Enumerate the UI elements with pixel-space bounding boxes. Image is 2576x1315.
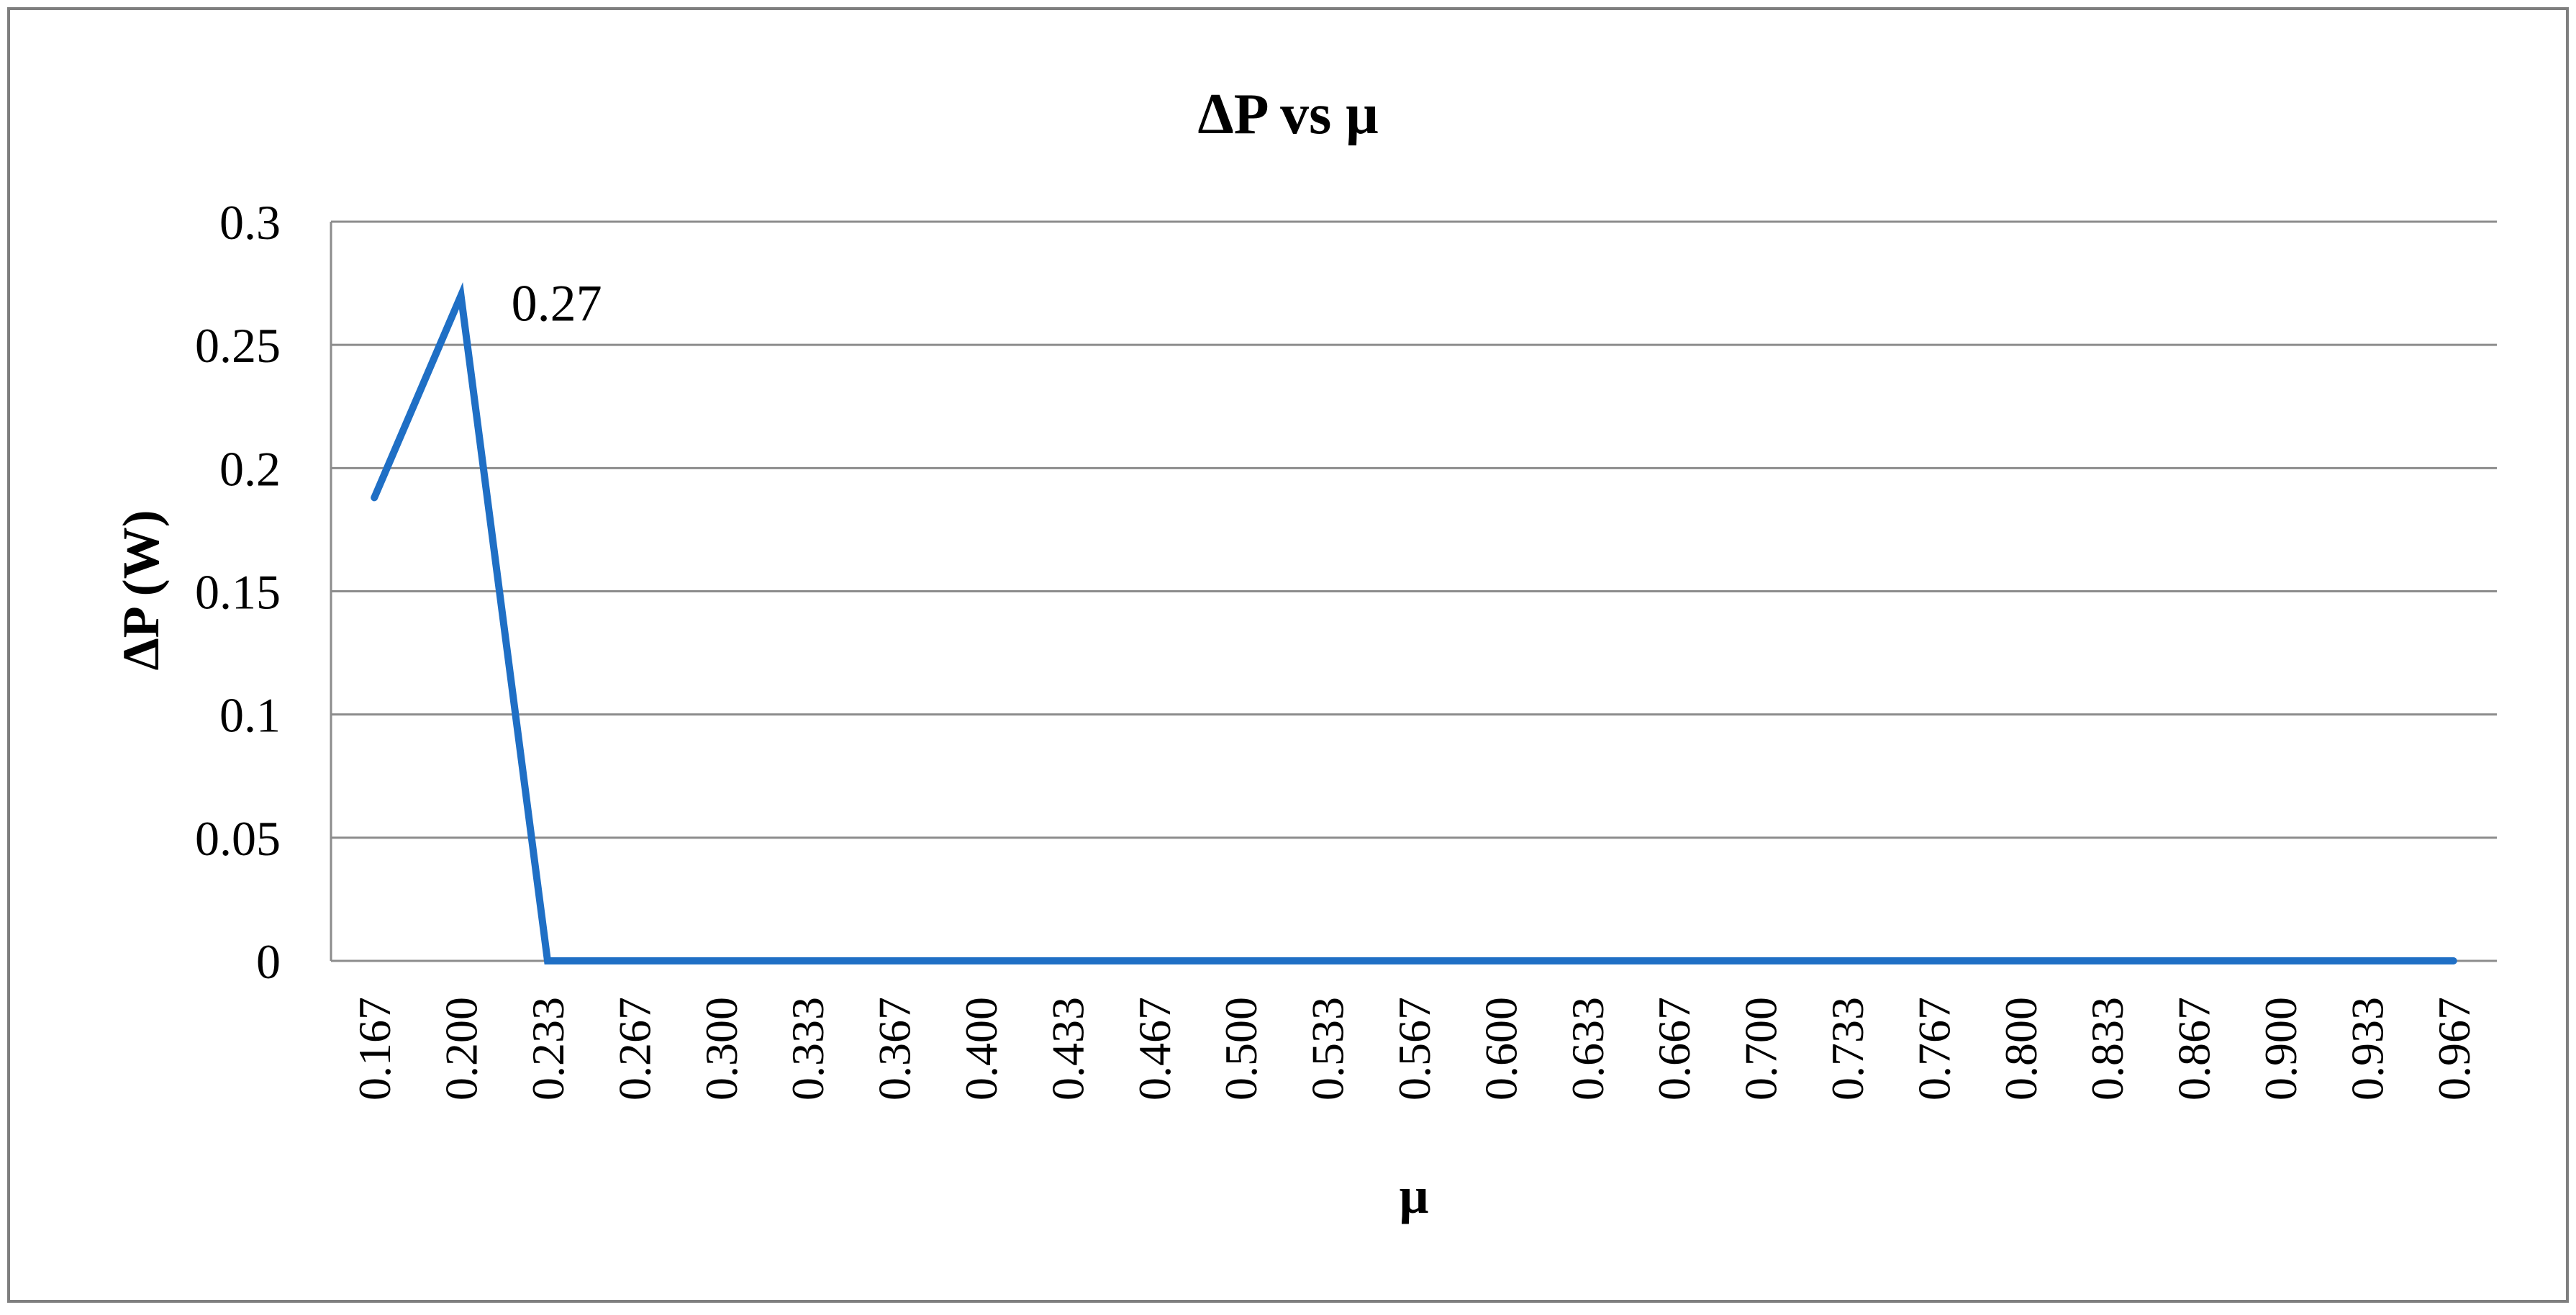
x-tick-label: 0.333: [782, 997, 833, 1101]
x-tick-label: 0.633: [1562, 997, 1613, 1101]
y-tick-label: 0.2: [219, 441, 281, 496]
y-tick-label: 0.15: [195, 565, 281, 620]
x-tick-label: 0.267: [609, 997, 660, 1101]
x-tick-label: 0.433: [1042, 997, 1093, 1101]
x-tick-label: 0.667: [1648, 997, 1700, 1101]
x-tick-label: 0.400: [956, 997, 1007, 1101]
x-tick-label: 0.933: [2341, 997, 2393, 1101]
x-tick-label: 0.867: [2169, 997, 2220, 1101]
y-tick-label: 0.1: [219, 688, 281, 743]
y-tick-label: 0.3: [219, 195, 281, 250]
x-tick-label: 0.833: [2082, 997, 2133, 1101]
x-tick-label: 0.367: [869, 997, 920, 1101]
y-tick-label: 0: [256, 934, 281, 989]
x-tick-label: 0.700: [1736, 997, 1787, 1101]
x-tick-label: 0.233: [522, 997, 573, 1101]
series-line: [371, 281, 2457, 964]
data-labels: 0.27: [512, 275, 602, 333]
x-tick-label: 0.533: [1302, 997, 1353, 1101]
x-tick-label: 0.467: [1129, 997, 1180, 1101]
x-tick-label: 0.600: [1475, 997, 1526, 1101]
x-tick-label: 0.967: [2428, 997, 2480, 1101]
chart-border: [7, 7, 2569, 1303]
series-layer: [371, 281, 2457, 964]
x-tick-label: 0.300: [696, 997, 747, 1101]
x-axis-ticks: 0.167 0.200 0.233 0.267 0.300 0.333 0.367 0.400…: [349, 997, 2480, 1101]
x-tick-label: 0.500: [1215, 997, 1266, 1101]
data-label: 0.27: [512, 275, 602, 333]
gridlines: [330, 220, 2497, 962]
chart-title: ΔP vs μ: [1197, 83, 1378, 146]
x-tick-label: 0.767: [1908, 997, 1959, 1101]
x-tick-label: 0.733: [1822, 997, 1873, 1101]
y-tick-label: 0.25: [195, 318, 281, 373]
x-tick-label: 0.200: [436, 997, 487, 1101]
y-tick-label: 0.05: [195, 811, 281, 866]
x-tick-label: 0.167: [349, 997, 400, 1101]
y-axis-label: ΔP (W): [112, 510, 170, 670]
x-tick-label: 0.567: [1389, 997, 1440, 1101]
y-axis-ticks: 0 0.05 0.1 0.15 0.2 0.25 0.3: [195, 195, 281, 989]
x-axis-label: μ: [1400, 1167, 1429, 1224]
x-tick-label: 0.900: [2255, 997, 2306, 1101]
x-tick-label: 0.800: [1995, 997, 2046, 1101]
